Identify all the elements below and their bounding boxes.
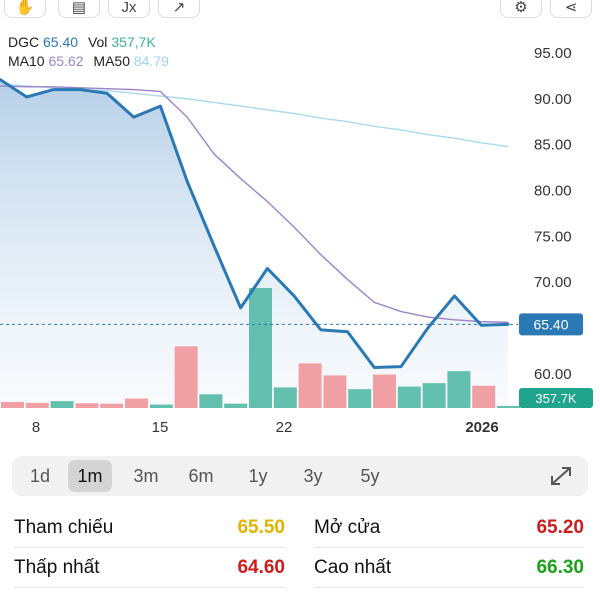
indicator-button[interactable]: Jx xyxy=(108,0,150,18)
volume-bar xyxy=(447,371,471,408)
volume-bar xyxy=(373,374,396,408)
ma10-series-line xyxy=(0,85,509,324)
price-tick-label: 75.00 xyxy=(534,228,572,245)
stat-label-high: Cao nhất xyxy=(314,557,392,578)
last-volume-tag-label: 357.7K xyxy=(535,391,577,406)
stat-label-low: Thấp nhất xyxy=(14,557,100,578)
price-tick-label: 85.00 xyxy=(534,137,572,154)
volume-bar xyxy=(497,406,520,408)
ma50-label: MA50 xyxy=(93,53,130,69)
ma50-value: 84.79 xyxy=(133,53,169,69)
price-value: 65.40 xyxy=(43,34,79,50)
settings-gear-icon: ⚙ xyxy=(514,0,528,16)
settings-button[interactable]: ⚙ xyxy=(500,0,542,18)
vol-value: 357,7K xyxy=(111,34,156,50)
volume-bar xyxy=(1,402,24,408)
ma10-label: MA10 xyxy=(8,53,45,69)
volume-bar xyxy=(348,389,372,408)
expand-icon[interactable] xyxy=(548,464,574,488)
volume-bar xyxy=(472,385,496,408)
stat-value-open: 65.20 xyxy=(536,517,584,538)
volume-bar xyxy=(125,398,148,408)
ticker-label: DGC xyxy=(8,34,40,50)
range-5y[interactable]: 5y xyxy=(360,466,380,486)
price-legend: DGC 65.40 Vol 357,7K xyxy=(8,34,162,50)
volume-bar xyxy=(100,403,124,408)
volume-bar xyxy=(199,394,223,408)
volume-bar xyxy=(224,403,248,408)
date-tick-label: 2026 xyxy=(465,419,498,436)
divider xyxy=(14,547,284,548)
price-tick-label: 70.00 xyxy=(534,274,572,291)
ma10-value: 65.62 xyxy=(48,53,84,69)
stat-value-low: 64.60 xyxy=(237,557,285,578)
price-tick-label: 95.00 xyxy=(534,45,572,62)
compare-button[interactable]: ↗ xyxy=(158,0,200,18)
stat-label-open: Mở cửa xyxy=(314,517,381,538)
time-range-selector: 1d 1m 3m 6m 1y 3y 5y xyxy=(12,456,588,496)
chart-type-button[interactable]: ▤ xyxy=(58,0,100,18)
volume-bar xyxy=(174,346,198,408)
dgc-series-line xyxy=(0,78,510,369)
divider xyxy=(14,587,284,588)
range-1m[interactable]: 1m xyxy=(68,460,112,492)
volume-bar xyxy=(249,288,272,408)
date-tick-label: 8 xyxy=(32,419,40,436)
range-1d[interactable]: 1d xyxy=(29,466,51,486)
range-3m[interactable]: 3m xyxy=(133,466,159,486)
stat-label-reference: Tham chiếu xyxy=(14,517,114,538)
vol-label: Vol xyxy=(87,34,108,50)
volume-bar xyxy=(298,363,322,408)
draw-tool-icon: ✋ xyxy=(15,0,35,16)
volume-bar xyxy=(50,401,74,408)
range-3y[interactable]: 3y xyxy=(303,466,323,486)
range-1y[interactable]: 1y xyxy=(248,466,268,486)
last-volume-tag xyxy=(519,388,593,408)
volume-bar xyxy=(25,402,49,408)
compare-icon: ↗ xyxy=(172,0,186,16)
volume-bar xyxy=(273,387,297,408)
price-tick-label: 90.00 xyxy=(534,91,572,108)
last-price-tag-label: 65.40 xyxy=(533,316,568,332)
ma-legend: MA10 65.62 MA50 84.79 xyxy=(8,53,175,69)
stat-value-reference: 65.50 xyxy=(237,517,285,538)
stat-value-high: 66.30 xyxy=(536,557,584,578)
indicator-fx-icon: Jx xyxy=(121,0,137,16)
volume-bar xyxy=(422,383,446,408)
price-chart[interactable]: 95.0090.0085.0080.0075.0070.0065.0060.00… xyxy=(0,0,600,440)
volume-bar xyxy=(75,403,99,408)
chart-type-icon: ▤ xyxy=(71,0,87,16)
volume-bar xyxy=(149,404,173,408)
date-tick-label: 22 xyxy=(276,419,293,436)
draw-tool-button[interactable]: ✋ xyxy=(4,0,46,18)
share-icon: ⋖ xyxy=(564,0,578,16)
price-tick-label: 80.00 xyxy=(534,182,572,199)
divider xyxy=(314,587,584,588)
volume-bar xyxy=(323,375,347,408)
chart-toolbar: ✋ ▤ Jx ↗ ⚙ ⋖ xyxy=(0,0,600,20)
date-tick-label: 15 xyxy=(152,419,169,436)
volume-bar xyxy=(397,386,421,408)
divider xyxy=(314,547,584,548)
price-tick-label: 60.00 xyxy=(534,366,572,383)
range-6m[interactable]: 6m xyxy=(188,466,214,486)
share-button[interactable]: ⋖ xyxy=(550,0,592,18)
last-price-tag xyxy=(519,313,583,336)
